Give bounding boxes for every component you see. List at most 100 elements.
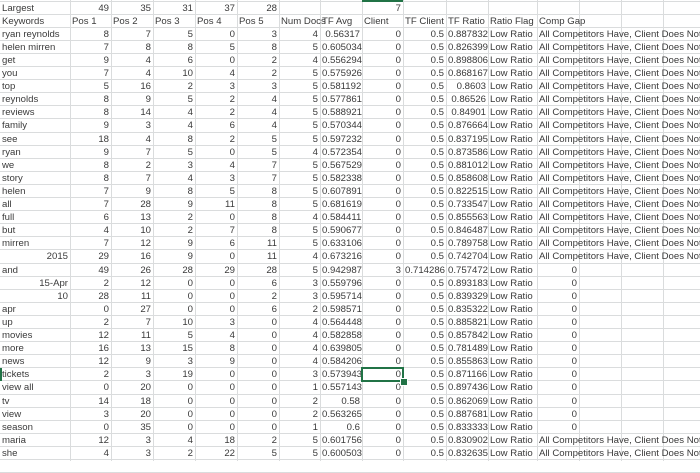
cell-num-docs[interactable]: 5 [312,107,318,119]
cell-comp-gap[interactable]: 0 [571,369,577,381]
cell-pos-1[interactable]: 5 [103,81,109,93]
cell-pos-2[interactable]: 4 [145,68,151,79]
cell-pos-2[interactable]: 4 [145,54,151,66]
cell-pos-4[interactable]: 29 [224,264,235,276]
cell-pos-2[interactable]: 14 [140,107,151,119]
cell-pos-5[interactable]: 8 [271,199,277,210]
cell-pos-2[interactable]: 35 [140,2,151,14]
cell-num-docs[interactable]: 3 [312,277,318,289]
cell-pos-4[interactable]: 0 [229,290,235,302]
cell-pos-5[interactable]: 8 [271,41,277,53]
cell-pos-2[interactable]: 20 [140,382,151,394]
cell-keywords[interactable]: see [2,133,18,145]
cell-keywords[interactable]: all [2,199,12,210]
cell-pos-5[interactable]: 28 [266,264,277,276]
cell-num-docs[interactable]: 2 [312,408,318,420]
cell-pos-5[interactable]: 4 [271,120,277,132]
cell-client[interactable]: 0 [395,212,401,224]
cell-pos-5[interactable]: 7 [271,172,277,184]
cell-pos-5[interactable]: 3 [271,28,277,40]
cell-pos-1[interactable]: 49 [98,264,109,276]
cell-pos-1[interactable]: 7 [103,68,109,79]
cell-tf-ratio[interactable]: 0.855863 [448,356,489,368]
cell-comp-gap[interactable]: 0 [571,290,577,302]
cell-comp-gap[interactable]: 0 [571,316,577,328]
cell-pos-3[interactable]: 9 [187,251,193,263]
cell-comp-gap[interactable]: All Competitors Have, Client Does Not [539,185,700,197]
cell-num-docs[interactable]: 5 [312,94,318,106]
cell-tf-ratio[interactable]: 0.876664 [448,120,489,132]
cell-pos-5[interactable]: 0 [271,330,277,341]
cell-tf-client[interactable]: 0.5 [430,107,444,119]
cell-tf-ratio[interactable]: 0.893183 [448,277,489,289]
cell-keywords[interactable]: we [2,159,15,171]
cell-comp-gap[interactable]: All Competitors Have, Client Does Not [539,172,700,184]
cell-tf-avg[interactable]: 0.605034 [322,41,363,53]
cell-client[interactable]: 0 [395,434,401,446]
cell-ratio-flag[interactable]: Low Ratio [490,238,533,250]
cell-pos-5[interactable]: 0 [271,421,277,433]
cell-pos-1[interactable]: 0 [103,303,109,315]
cell-pos-5[interactable]: 8 [271,212,277,224]
cell-pos-3[interactable]: 6 [187,54,193,66]
cell-pos-4[interactable]: 0 [229,382,235,394]
cell-pos-4[interactable]: Pos 4 [197,15,222,27]
cell-num-docs[interactable]: 5 [312,434,318,446]
cell-pos-5[interactable]: 5 [271,146,277,158]
cell-pos-2[interactable]: 11 [141,330,151,341]
cell-pos-5[interactable]: 2 [271,68,277,79]
cell-pos-3[interactable]: 2 [187,212,193,224]
cell-pos-2[interactable]: 8 [145,41,151,53]
cell-client[interactable]: 7 [395,2,401,14]
cell-tf-ratio[interactable]: 0.733547 [448,199,489,210]
cell-ratio-flag[interactable]: Low Ratio [490,356,533,368]
cell-client[interactable]: 0 [395,225,401,237]
cell-keywords[interactable]: top [2,81,16,93]
cell-ratio-flag[interactable]: Ratio Flag [490,15,534,27]
cell-ratio-flag[interactable]: Low Ratio [490,421,533,433]
cell-num-docs[interactable]: 2 [312,303,318,315]
cell-tf-client[interactable]: 0.5 [430,316,444,328]
cell-pos-4[interactable]: 9 [229,356,235,368]
cell-pos-1[interactable]: 29 [98,251,109,263]
cell-tf-ratio[interactable]: 0.832635 [448,447,489,459]
cell-tf-ratio[interactable]: 0.846487 [448,225,489,237]
cell-comp-gap[interactable]: All Competitors Have, Client Does Not [539,54,700,66]
cell-tf-ratio[interactable]: 0.822515 [448,185,489,197]
cell-tf-ratio[interactable]: 0.84901 [451,107,486,119]
cell-pos-4[interactable]: 4 [229,159,235,171]
cell-pos-5[interactable]: 28 [266,2,277,14]
cell-comp-gap[interactable]: Comp Gap [539,15,586,27]
cell-tf-client[interactable]: 0.5 [430,238,444,250]
cell-comp-gap[interactable]: 0 [571,382,577,394]
cell-tf-client[interactable]: TF Client [405,15,444,27]
cell-keywords[interactable]: tv [2,395,10,407]
cell-client[interactable]: 0 [395,159,401,171]
cell-tf-avg[interactable]: 0.564448 [322,316,363,328]
cell-tf-client[interactable]: 0.714286 [405,264,446,276]
cell-num-docs[interactable]: 3 [312,290,318,302]
cell-pos-3[interactable]: 0 [187,303,193,315]
cell-ratio-flag[interactable]: Low Ratio [490,133,533,145]
cell-keywords[interactable]: she [2,447,18,459]
cell-tf-ratio[interactable]: 0.857842 [448,330,489,341]
cell-pos-5[interactable]: 0 [271,408,277,420]
cell-num-docs[interactable]: 5 [312,199,318,210]
cell-pos-1[interactable]: 8 [103,28,109,40]
cell-tf-client[interactable]: 0.5 [430,133,444,145]
cell-tf-client[interactable]: 0.5 [430,277,444,289]
cell-comp-gap[interactable]: All Competitors Have, Client Does Not [539,238,700,250]
cell-tf-avg[interactable]: 0.607891 [322,185,363,197]
cell-client[interactable]: 0 [395,54,401,66]
cell-pos-2[interactable]: 9 [145,185,151,197]
cell-tf-avg[interactable]: 0.557143 [322,382,363,394]
cell-client[interactable]: 0 [395,185,401,197]
cell-keywords[interactable]: more [2,343,24,355]
cell-client[interactable]: 0 [395,120,401,132]
cell-ratio-flag[interactable]: Low Ratio [490,159,533,171]
cell-pos-2[interactable]: 11 [141,290,151,302]
cell-pos-2[interactable]: 20 [140,408,151,420]
cell-pos-4[interactable]: 0 [229,421,235,433]
cell-pos-2[interactable]: 35 [140,421,151,433]
cell-ratio-flag[interactable]: Low Ratio [490,277,533,289]
